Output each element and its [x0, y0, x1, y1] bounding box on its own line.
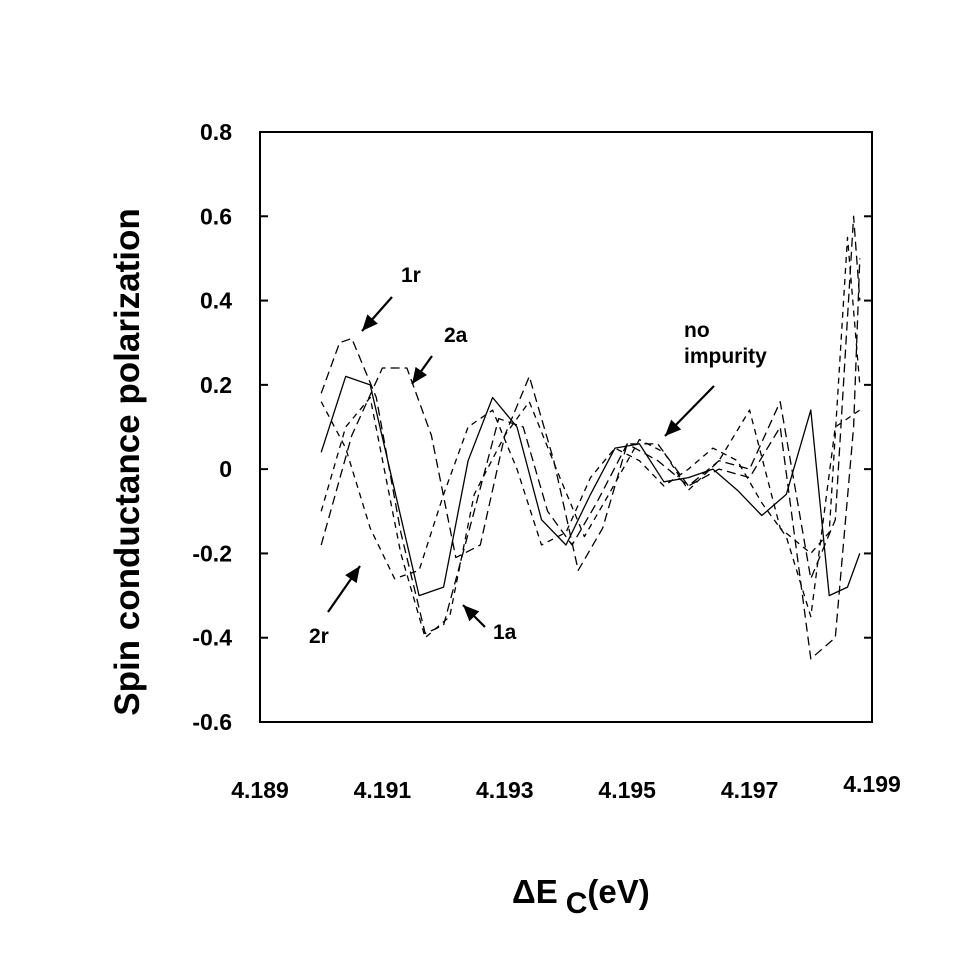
x-tick-label: 4.193	[476, 777, 534, 803]
series-line	[320, 215, 861, 580]
series-line	[320, 236, 861, 639]
series-line	[320, 401, 861, 618]
x-tick-label: 4.197	[721, 777, 779, 803]
x-axis-label-subscript: C	[566, 887, 588, 920]
x-tick-label: 4.191	[354, 777, 412, 803]
curves-layer	[320, 215, 861, 660]
annotation-arrowhead	[665, 419, 682, 436]
y-tick-label: 0.4	[200, 288, 232, 314]
annotations-layer: 1r 2a no impurity 2r 1a	[309, 264, 767, 648]
y-axis: -0.6 -0.4 -0.2 0 0.2 0.4 0.6 0.8	[192, 119, 872, 735]
annotation-label-2r: 2r	[309, 625, 329, 648]
y-tick-label: 0	[219, 456, 232, 482]
x-tick-label: 4.189	[231, 777, 289, 803]
x-axis-label: ΔE C(eV)	[512, 873, 650, 920]
y-tick-label: 0.6	[200, 203, 232, 229]
x-axis-label-main: ΔE	[512, 873, 558, 910]
plot-frame	[259, 131, 873, 723]
annotation-arrowhead	[345, 566, 360, 584]
y-tick-label: 0.2	[200, 372, 232, 398]
series-line	[320, 258, 861, 660]
annotation-label-1r: 1r	[401, 264, 421, 287]
y-tick-label: -0.4	[192, 625, 232, 651]
annotation-label-2a: 2a	[444, 324, 468, 347]
annotation-arrowhead	[463, 605, 480, 622]
x-axis-label-unit: (eV)	[587, 873, 649, 910]
annotation-arrowhead	[362, 314, 378, 331]
x-tick-label: 4.199	[843, 771, 901, 797]
x-axis: 4.189 4.191 4.193 4.195 4.197 4.199	[231, 771, 901, 803]
y-tick-label: 0.8	[200, 119, 232, 145]
y-tick-label: -0.6	[192, 709, 232, 735]
y-axis-label: Spin conductance polarization	[108, 208, 147, 716]
y-tick-label: -0.2	[192, 540, 232, 566]
annotation-label-no-impurity: no impurity	[684, 319, 767, 368]
x-tick-label: 4.195	[598, 777, 656, 803]
annotation-arrowhead	[412, 366, 427, 384]
series-line	[320, 375, 861, 597]
annotation-label-1a: 1a	[493, 621, 517, 644]
